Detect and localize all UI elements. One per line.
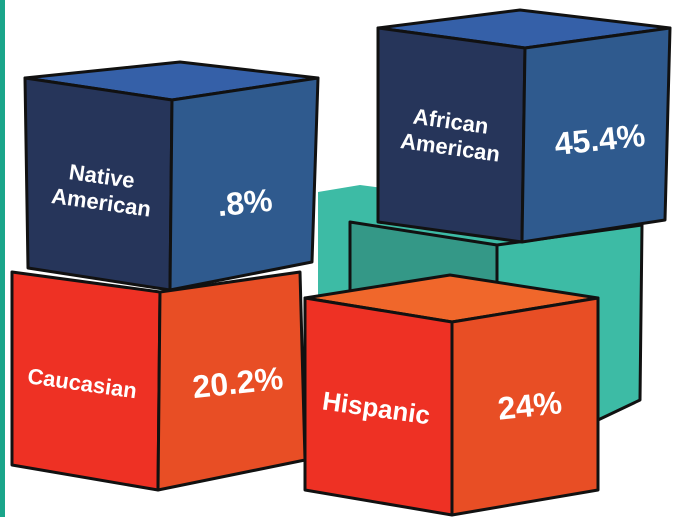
side-stripe [0, 0, 5, 517]
cube-african-american: African American 45.4% [376, 8, 672, 244]
cube-hispanic: Hispanic 24% [303, 273, 600, 517]
block-value: .8% [215, 182, 274, 224]
cube-caucasian: Caucasian 20.2% [10, 270, 307, 492]
block-value: 24% [496, 384, 563, 426]
cube-native-american: Native American .8% [23, 60, 320, 292]
